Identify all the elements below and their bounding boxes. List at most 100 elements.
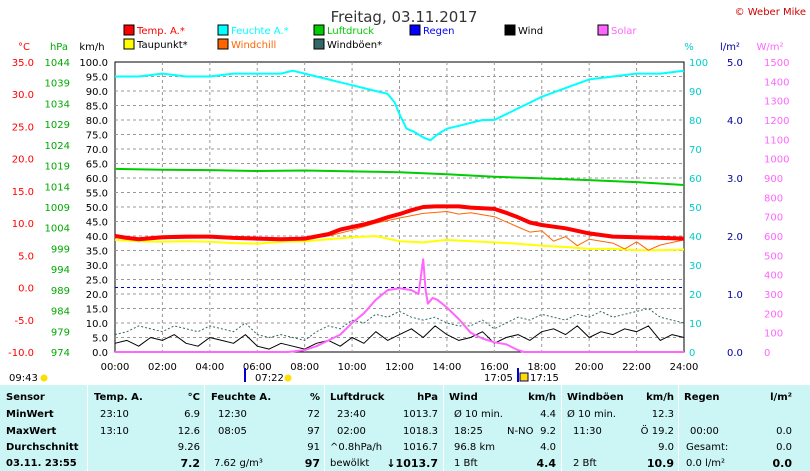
legend-swatch xyxy=(504,24,516,36)
min-gust-desc: Ø 10 min. xyxy=(567,409,616,420)
wind-tick-label: 100.0 xyxy=(79,58,108,69)
pressure-tick-label: 989 xyxy=(51,286,70,297)
temp-tick-label: 10.0 xyxy=(12,219,34,230)
rain-unit-label: l/m² xyxy=(720,42,740,53)
series-line-windb-en xyxy=(114,308,685,341)
legend-label: Windböen* xyxy=(327,40,382,51)
max-pressure-time: 02:00 xyxy=(337,426,366,437)
solar-tick-label: 500 xyxy=(764,251,783,262)
x-tick-label: 06:00 xyxy=(243,362,272,373)
column-divider xyxy=(443,385,444,471)
wind-tick-label: 20.0 xyxy=(86,290,108,301)
column-divider xyxy=(324,385,325,471)
rain-tick-label: 3.0 xyxy=(727,174,743,185)
temp-tick-label: 35.0 xyxy=(12,58,34,69)
avg-rain-value: 0.0 xyxy=(776,442,792,453)
current-humidity-abs: 7.62 g/m³ xyxy=(214,458,263,469)
max-humidity-value: 97 xyxy=(307,426,320,437)
chart-title: Freitag, 03.11.2017 xyxy=(331,8,478,26)
max-wind-direction: N-NO xyxy=(507,426,534,437)
wind-tick-label: 75.0 xyxy=(86,131,108,142)
sunrise-marker xyxy=(244,368,246,382)
solar-tick-label: 0 xyxy=(764,348,770,359)
sun-markers: 09:43 07:22 17:05 17:15 xyxy=(9,368,559,384)
solar-tick-label: 100 xyxy=(764,329,783,340)
legend-swatch xyxy=(123,24,135,36)
max-pressure-value: 1018.3 xyxy=(403,426,438,437)
sunset-time-2: 17:15 xyxy=(530,373,559,384)
avg-wind-distance: 96.8 km xyxy=(454,442,495,453)
x-tick-label: 20:00 xyxy=(575,362,604,373)
current-weather-desc: bewölkt xyxy=(330,458,370,469)
avg-rain-label: Gesamt: xyxy=(686,442,729,453)
header-rain-unit: l/m² xyxy=(770,392,792,403)
x-tick-label: 14:00 xyxy=(433,362,462,373)
sunrise-time: 07:22 xyxy=(255,373,284,384)
header-rain: Regen xyxy=(684,392,720,403)
header-temp: Temp. A. xyxy=(94,392,143,403)
column-divider xyxy=(678,385,679,471)
series-line-temp-a xyxy=(114,204,685,242)
series-line-solar xyxy=(115,258,684,353)
legend-label: Taupunkt* xyxy=(136,40,188,51)
sunset-marker xyxy=(517,368,519,382)
max-rain-time: 00:00 xyxy=(690,426,719,437)
temp-tick-label: 15.0 xyxy=(12,187,34,198)
temp-tick-label: 0.0 xyxy=(18,284,34,295)
x-tick-label: 22:00 xyxy=(622,362,651,373)
wind-tick-label: 45.0 xyxy=(86,218,108,229)
min-pressure-value: 1013.7 xyxy=(403,409,438,420)
humidity-tick-label: 10 xyxy=(689,319,702,330)
legend-swatch xyxy=(123,38,135,50)
row-label-current: 03.11. 23:55 xyxy=(6,458,77,469)
humidity-tick-label: 50 xyxy=(689,203,702,214)
pressure-tick-label: 1029 xyxy=(45,120,70,131)
copyright-text: © Weber Mike xyxy=(735,7,806,18)
wind-tick-label: 55.0 xyxy=(86,189,108,200)
sunset-time: 17:05 xyxy=(484,373,513,384)
pressure-tick-label: 1009 xyxy=(45,203,70,214)
x-tick-label: 02:00 xyxy=(148,362,177,373)
rain-tick-label: 1.0 xyxy=(727,290,743,301)
wind-tick-label: 5.0 xyxy=(92,334,108,345)
humidity-tick-label: 90 xyxy=(689,87,702,98)
pressure-tick-label: 999 xyxy=(51,244,70,255)
pressure-unit-label: hPa xyxy=(50,42,68,53)
pressure-tick-label: 1004 xyxy=(45,224,70,235)
current-wind-bft: 1 Bft xyxy=(454,458,478,469)
temp-tick-label: -5.0 xyxy=(14,316,34,327)
wind-unit-label: km/h xyxy=(79,42,104,53)
legend-label: Wind xyxy=(518,26,543,37)
solar-tick-label: 400 xyxy=(764,271,783,282)
temp-tick-label: 5.0 xyxy=(18,251,34,262)
legend-label: Regen xyxy=(423,26,455,37)
header-humidity-unit: % xyxy=(309,392,320,403)
wind-tick-label: 70.0 xyxy=(86,145,108,156)
rain-tick-label: 5.0 xyxy=(727,58,743,69)
min-gust-value: 12.3 xyxy=(651,409,674,420)
solar-tick-label: 1300 xyxy=(764,97,789,108)
wind-tick-label: 35.0 xyxy=(86,247,108,258)
legend-label: Solar xyxy=(611,26,637,37)
left-axes: 35.0 30.0 25.0 20.0 15.0 10.0 5.0 0.0 -5.0 -10.0 1… xyxy=(8,58,108,359)
column-divider xyxy=(87,385,88,471)
legend-swatch xyxy=(409,24,421,36)
pressure-tick-label: 974 xyxy=(51,348,70,359)
avg-humidity-value: 91 xyxy=(307,442,320,453)
max-temp-time: 13:10 xyxy=(100,426,129,437)
humidity-tick-label: 60 xyxy=(689,174,702,185)
humidity-tick-label: 80 xyxy=(689,116,702,127)
solar-tick-label: 1500 xyxy=(764,58,789,69)
humidity-tick-label: 30 xyxy=(689,261,702,272)
column-divider xyxy=(204,385,205,471)
avg-wind-value: 4.0 xyxy=(540,442,556,453)
pressure-tick-label: 1034 xyxy=(45,99,70,110)
max-wind-time: 18:25 xyxy=(454,426,483,437)
wind-tick-label: 15.0 xyxy=(86,305,108,316)
temp-tick-label: 30.0 xyxy=(12,90,34,101)
header-pressure-unit: hPa xyxy=(417,392,438,403)
solar-tick-label: 900 xyxy=(764,174,783,185)
header-pressure: Luftdruck xyxy=(330,392,385,403)
current-gust-bft: 2 Bft xyxy=(573,458,597,469)
temp-unit-label: °C xyxy=(18,42,30,53)
